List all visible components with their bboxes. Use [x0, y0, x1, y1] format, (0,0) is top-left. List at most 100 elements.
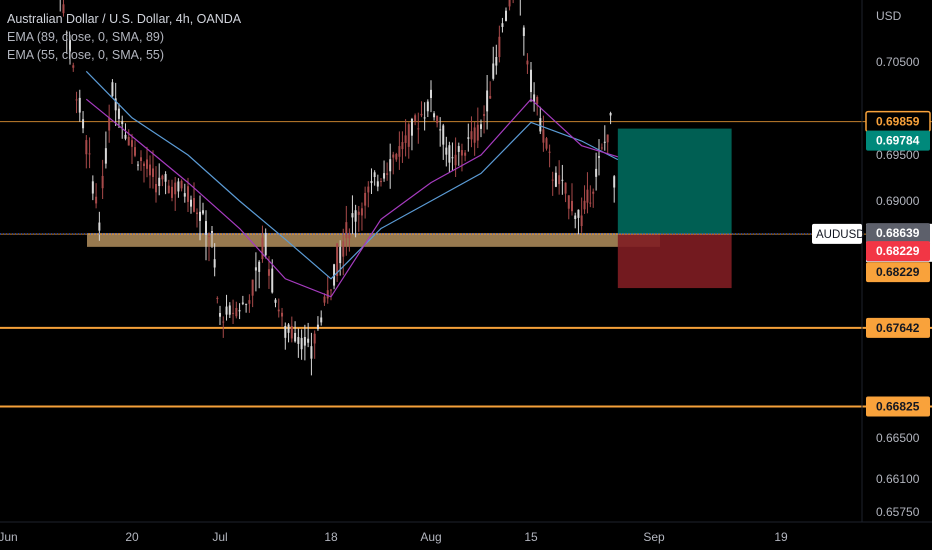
- candle-body: [320, 317, 322, 322]
- candle-body: [304, 337, 306, 346]
- candle-body: [581, 215, 583, 226]
- candle-body: [211, 231, 213, 233]
- candle-body: [392, 155, 394, 158]
- candle-body: [118, 109, 120, 119]
- candle-body: [258, 262, 260, 272]
- candle-body: [477, 125, 479, 141]
- candle-body: [317, 325, 319, 330]
- candle-body: [152, 168, 154, 177]
- candle-body: [383, 173, 385, 178]
- candle-body: [584, 201, 586, 210]
- support-zone[interactable]: [87, 233, 660, 247]
- time-tick-label: 15: [524, 530, 538, 544]
- candle-body: [530, 70, 532, 92]
- candle-body: [408, 124, 410, 147]
- candle-body: [193, 198, 195, 212]
- price-tag[interactable]: 0.68639: [866, 223, 930, 243]
- candle-body: [414, 115, 416, 121]
- candle-body: [448, 145, 450, 162]
- candle-body: [455, 155, 457, 165]
- price-tag[interactable]: 0.68229: [866, 241, 930, 261]
- price-tick-label: 0.66500: [876, 431, 920, 445]
- candle-body: [288, 325, 290, 333]
- candle-body: [214, 259, 216, 267]
- candle-body: [592, 192, 594, 194]
- candle-body: [184, 193, 186, 196]
- candle-body: [235, 308, 237, 316]
- candle-body: [307, 339, 309, 343]
- candle-body: [226, 307, 228, 315]
- candle-body: [377, 181, 379, 186]
- candle-body: [436, 116, 438, 123]
- candle-body: [265, 233, 267, 255]
- price-tick-label: 0.70500: [876, 55, 920, 69]
- candle-body: [128, 137, 130, 146]
- long-position-loss-zone[interactable]: [618, 234, 732, 288]
- candle-body: [380, 181, 382, 182]
- candle-body: [401, 142, 403, 149]
- candle-body: [291, 326, 293, 339]
- candle-body: [451, 157, 453, 158]
- price-tick-label: 0.65750: [876, 505, 920, 519]
- ema89-legend: EMA (89, close, 0, SMA, 89): [7, 28, 241, 46]
- candle-body: [427, 102, 429, 112]
- candle-body: [252, 280, 254, 296]
- candle-body: [199, 212, 201, 221]
- price-tag[interactable]: 0.66825: [866, 397, 930, 417]
- candle-body: [577, 210, 579, 218]
- chart-legend: Australian Dollar / U.S. Dollar, 4h, OAN…: [7, 10, 241, 64]
- currency-label: USD: [876, 9, 902, 23]
- candle-body: [601, 147, 603, 148]
- time-tick-label: Aug: [420, 530, 441, 544]
- price-tag[interactable]: 0.69784: [866, 131, 930, 151]
- price-tag[interactable]: 0.68229: [866, 262, 930, 282]
- candle-body: [190, 200, 192, 207]
- price-tag-text: 0.68639: [876, 226, 920, 240]
- candle-body: [284, 326, 286, 338]
- candle-body: [268, 269, 270, 276]
- candle-body: [470, 131, 472, 139]
- candle-body: [92, 181, 94, 193]
- candle-body: [430, 90, 432, 98]
- ema55-legend: EMA (55, close, 0, SMA, 55): [7, 46, 241, 64]
- candle-body: [196, 213, 198, 215]
- candle-body: [501, 23, 503, 27]
- price-tag[interactable]: 0.69859: [866, 112, 930, 132]
- candle-body: [187, 186, 189, 202]
- candle-body: [571, 201, 573, 211]
- candle-body: [348, 235, 350, 239]
- candle-body: [131, 140, 133, 147]
- candle-body: [95, 197, 97, 204]
- candle-body: [424, 117, 426, 118]
- candle-body: [523, 28, 525, 36]
- candle-body: [374, 172, 376, 177]
- long-position-profit-zone[interactable]: [618, 129, 732, 234]
- candle-body: [552, 180, 554, 181]
- candle-body: [526, 61, 528, 65]
- symbol-tag-text: AUDUSD: [816, 229, 865, 241]
- candle-body: [255, 267, 257, 270]
- price-tag[interactable]: 0.67642: [866, 318, 930, 338]
- candle-body: [327, 290, 329, 298]
- candle-body: [492, 63, 494, 78]
- candle-body: [79, 98, 81, 113]
- candle-body: [442, 125, 444, 144]
- candle-body: [181, 181, 183, 188]
- candle-body: [395, 154, 397, 159]
- candle-body: [281, 313, 283, 317]
- candle-body: [216, 298, 218, 299]
- candle-body: [610, 113, 612, 115]
- candle-body: [143, 164, 145, 166]
- candle-body: [474, 127, 476, 142]
- candle-body: [480, 124, 482, 129]
- candle-body: [486, 90, 488, 111]
- candle-body: [98, 223, 100, 231]
- candle-body: [358, 212, 360, 215]
- candle-body: [565, 183, 567, 194]
- candle-body: [239, 310, 241, 311]
- candle-body: [495, 57, 497, 66]
- candle-body: [342, 241, 344, 256]
